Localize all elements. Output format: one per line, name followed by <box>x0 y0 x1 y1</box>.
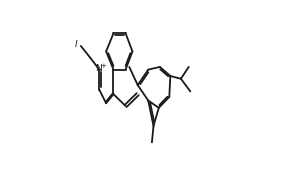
Text: +: + <box>100 63 106 69</box>
Text: N: N <box>95 64 102 73</box>
Text: I: I <box>74 40 77 49</box>
